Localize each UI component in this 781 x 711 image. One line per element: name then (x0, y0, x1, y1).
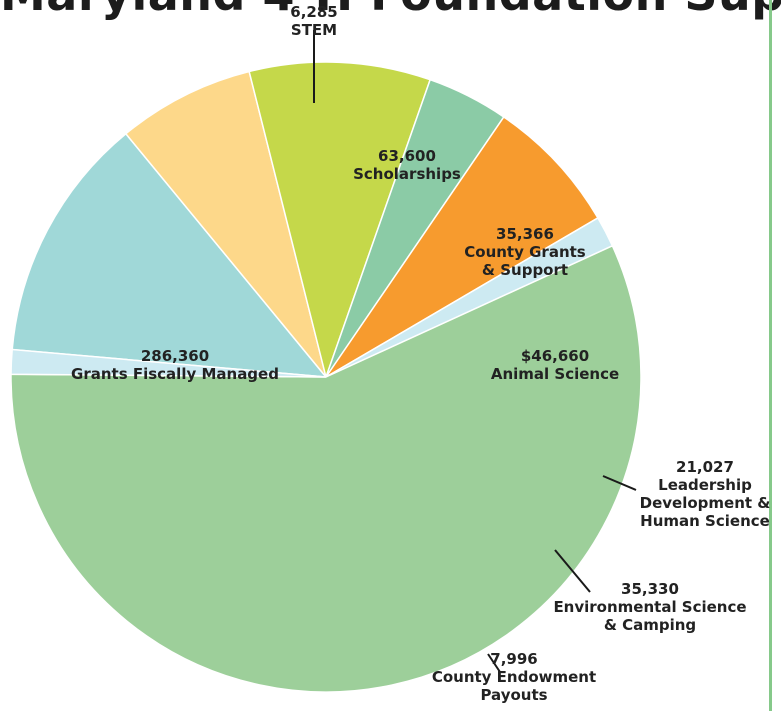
slice-name: Animal Science (491, 365, 619, 383)
slice-value: 21,027 (676, 458, 734, 476)
pie-slice-scholarships (11, 132, 328, 378)
slice-name: & Support (482, 261, 568, 279)
slice-name: Human Science (640, 512, 770, 530)
slice-name: & Camping (604, 616, 696, 634)
pie-slice-environmental-science-camping (325, 115, 599, 378)
slice-label: 21,027 Leadership Development & Human Scien… (640, 458, 771, 530)
slice-name: STEM (291, 21, 337, 39)
pie-slice-grants-fiscally-managed (10, 244, 642, 693)
slice-name: Scholarships (353, 165, 461, 183)
slice-value: 286,360 (141, 347, 209, 365)
slice-label: $46,660 Animal Science (491, 347, 619, 383)
slice-label: 7,996 County Endowment Payouts (432, 650, 596, 704)
chart-title: Maryland 4-H Foundation Support (0, 0, 781, 21)
slice-name: Leadership (658, 476, 752, 494)
slice-value: 6,285 (290, 3, 337, 21)
slice-value: 7,996 (490, 650, 537, 668)
slice-name: Development & (640, 494, 771, 512)
slice-name: County Endowment (432, 668, 596, 686)
pie-slice-stem (10, 348, 327, 378)
slice-label: 63,600 Scholarships (353, 147, 461, 183)
slice-value: 35,366 (496, 225, 554, 243)
slice-value: $46,660 (521, 347, 589, 365)
slice-value: 35,330 (621, 580, 679, 598)
slice-name: County Grants (464, 243, 586, 261)
slice-name: Grants Fiscally Managed (71, 365, 279, 383)
pie-slice-animal-science (248, 61, 432, 380)
leader-line (602, 475, 637, 491)
slice-label: 6,285 STEM (290, 3, 337, 39)
slice-name: Environmental Science (553, 598, 746, 616)
slice-label: 35,366 County Grants & Support (464, 225, 586, 279)
slice-label: 35,330 Environmental Science & Camping (553, 580, 746, 634)
right-border-rule (769, 0, 772, 711)
pie-slice-county-grants-support (124, 70, 327, 378)
slice-name: Payouts (480, 686, 547, 704)
leader-line (554, 549, 591, 593)
leader-line (487, 653, 501, 673)
slice-value: 63,600 (378, 147, 436, 165)
slice-label: 286,360 Grants Fiscally Managed (71, 347, 279, 383)
